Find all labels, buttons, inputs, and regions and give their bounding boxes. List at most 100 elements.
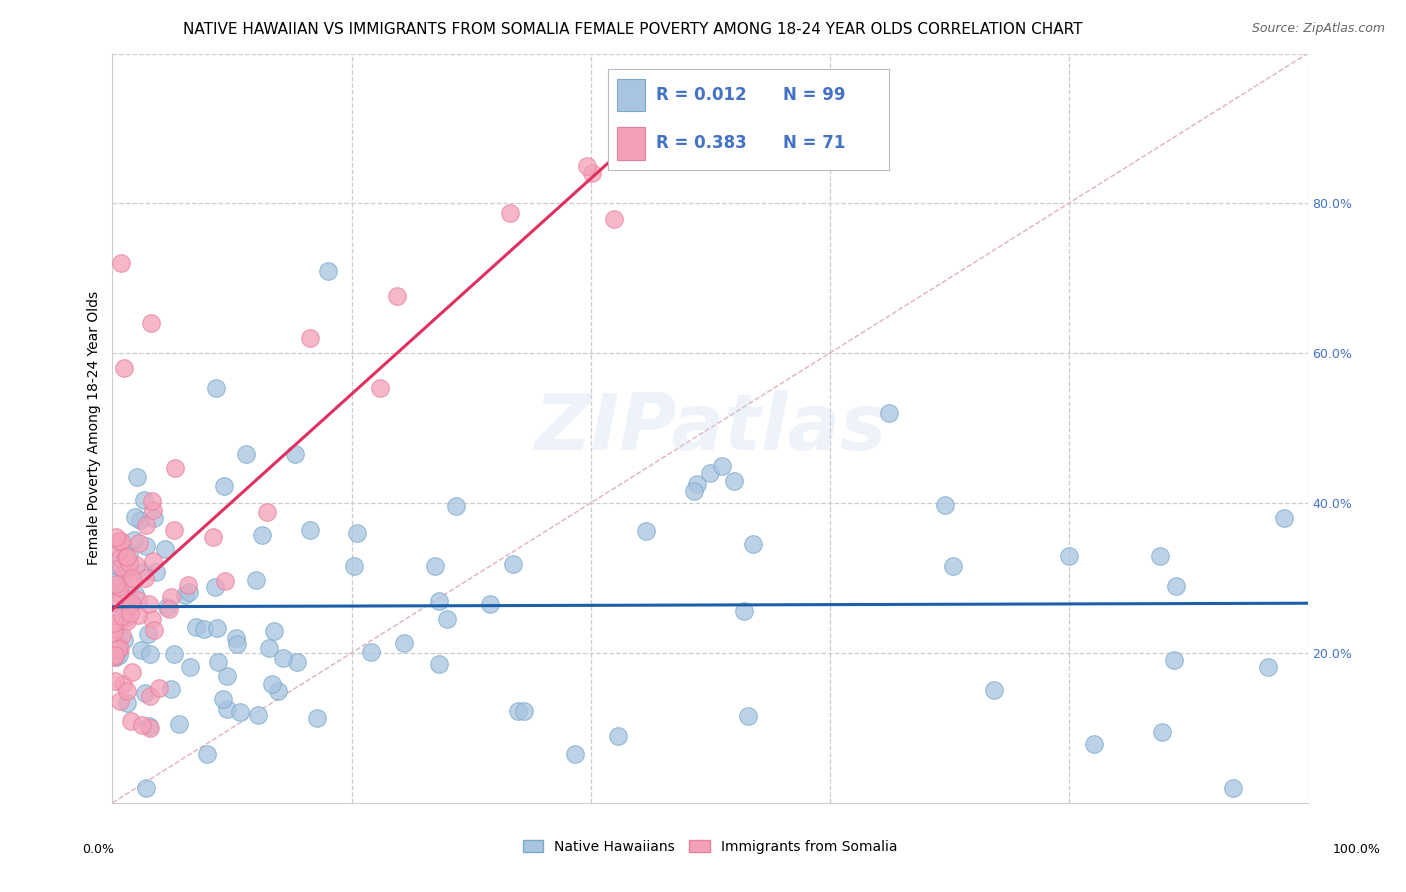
Point [110, 560, 132, 574]
Point [498, 206, 520, 220]
Point [212, 478, 235, 492]
Point [229, 705, 252, 719]
Point [135, 780, 157, 795]
Point [179, 660, 201, 674]
Point [139, 722, 162, 736]
Point [942, 559, 965, 574]
Point [118, 607, 141, 621]
Point [121, 571, 143, 585]
Point [429, 657, 451, 671]
Point [104, 530, 127, 544]
Point [112, 565, 135, 579]
Point [120, 596, 142, 610]
Point [217, 702, 239, 716]
Point [103, 622, 125, 636]
Point [273, 651, 295, 665]
Point [267, 683, 290, 698]
Point [163, 524, 186, 538]
Point [742, 537, 765, 551]
Point [217, 669, 239, 683]
Point [139, 316, 162, 330]
Point [111, 608, 134, 623]
Point [392, 636, 415, 650]
Point [142, 503, 165, 517]
Point [156, 599, 179, 614]
Point [107, 641, 129, 656]
Point [173, 588, 195, 602]
Point [195, 747, 218, 761]
Point [157, 601, 180, 615]
Text: NATIVE HAWAIIAN VS IMMIGRANTS FROM SOMALIA FEMALE POVERTY AMONG 18-24 YEAR OLDS : NATIVE HAWAIIAN VS IMMIGRANTS FROM SOMAL… [183, 22, 1083, 37]
Point [506, 705, 529, 719]
Point [193, 622, 215, 636]
Point [108, 533, 131, 548]
Point [111, 628, 134, 642]
Point [112, 676, 135, 690]
Point [207, 655, 229, 669]
Point [131, 717, 153, 731]
Point [114, 361, 135, 376]
Point [581, 166, 603, 180]
Legend: Native Hawaiians, Immigrants from Somalia: Native Hawaiians, Immigrants from Somali… [517, 834, 903, 860]
Point [479, 597, 502, 611]
Point [117, 696, 139, 710]
Point [576, 159, 599, 173]
Point [564, 747, 586, 761]
Point [142, 624, 165, 638]
Point [138, 719, 160, 733]
Point [711, 458, 734, 473]
Point [177, 578, 200, 592]
Point [139, 648, 162, 662]
Point [132, 492, 155, 507]
Point [427, 593, 450, 607]
Point [159, 591, 181, 605]
Point [179, 585, 201, 599]
Point [129, 513, 152, 527]
Point [103, 596, 125, 610]
Point [298, 331, 321, 345]
Point [108, 581, 131, 595]
Point [360, 645, 382, 659]
Point [122, 533, 145, 548]
Point [107, 541, 129, 555]
Point [115, 549, 138, 564]
Point [385, 289, 408, 303]
Point [117, 614, 139, 628]
Point [118, 556, 141, 570]
Point [1150, 725, 1173, 739]
Point [105, 649, 128, 664]
Point [502, 558, 524, 572]
Point [250, 528, 273, 542]
Point [120, 576, 142, 591]
Point [686, 477, 709, 491]
Point [163, 647, 186, 661]
Point [108, 694, 131, 708]
Point [201, 530, 224, 544]
Point [256, 505, 278, 519]
Point [115, 683, 138, 698]
Point [225, 632, 247, 646]
Point [135, 539, 157, 553]
Point [143, 511, 166, 525]
Point [636, 524, 658, 538]
Text: ZIPatlas: ZIPatlas [534, 390, 886, 467]
Point [307, 711, 329, 725]
Point [316, 264, 339, 278]
Point [112, 633, 135, 648]
Point [235, 447, 257, 461]
Point [103, 616, 125, 631]
Point [110, 256, 132, 270]
Point [114, 601, 136, 615]
Point [346, 526, 368, 541]
Point [139, 689, 162, 703]
Point [733, 604, 755, 618]
Point [444, 499, 467, 513]
Point [225, 637, 247, 651]
Point [131, 565, 153, 579]
Point [263, 624, 285, 638]
Point [214, 574, 236, 589]
Point [284, 447, 307, 461]
Point [124, 587, 146, 601]
Point [128, 536, 150, 550]
Point [142, 554, 165, 568]
